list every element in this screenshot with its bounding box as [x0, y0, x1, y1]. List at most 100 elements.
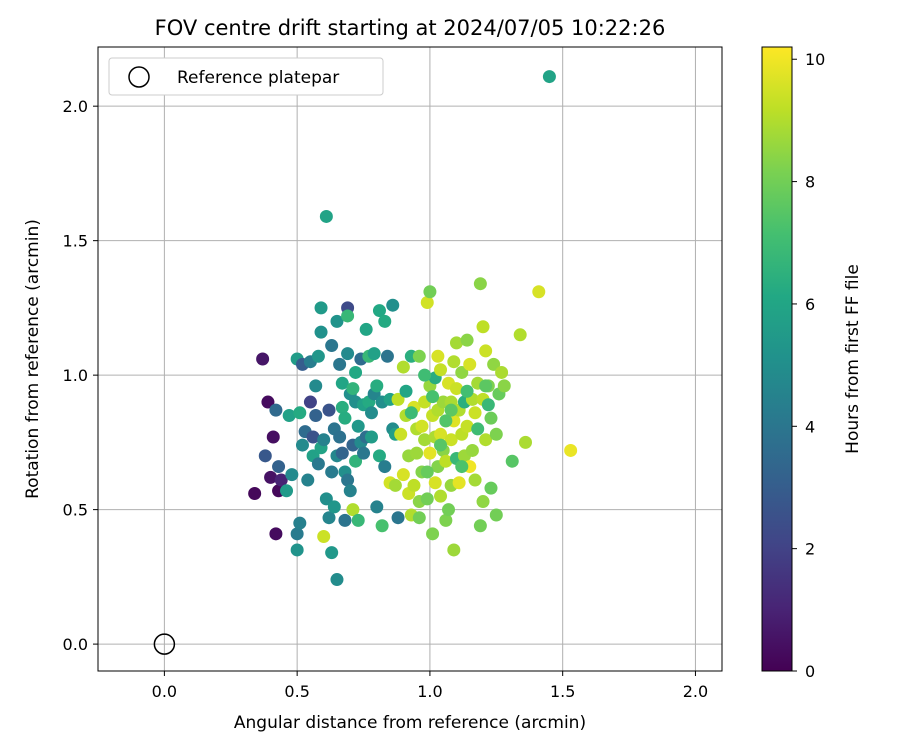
scatter-point: [463, 357, 477, 371]
scatter-point: [349, 365, 363, 379]
scatter-point: [391, 392, 405, 406]
colorbar: 0 2 4 6 8 10 Hours from first FF file: [761, 46, 863, 681]
scatter-point: [455, 460, 469, 474]
x-tick-label: 2.0: [683, 682, 708, 701]
scatter-point: [418, 433, 432, 447]
scatter-point: [420, 465, 434, 479]
scatter-point: [468, 473, 482, 487]
scatter-point: [346, 503, 360, 517]
y-tick-label: 2.0: [63, 97, 88, 116]
scatter-point: [386, 298, 400, 312]
colorbar-gradient: [761, 46, 793, 672]
scatter-point: [497, 379, 511, 393]
scatter-point: [473, 277, 487, 291]
x-tick-label: 1.5: [550, 682, 575, 701]
scatter-point: [333, 430, 347, 444]
scatter-point: [364, 406, 378, 420]
scatter-point: [391, 511, 405, 525]
scatter-point: [476, 495, 490, 509]
colorbar-tick-label: 2: [805, 540, 815, 559]
scatter-point: [370, 379, 384, 393]
scatter-point: [471, 422, 485, 436]
scatter-point: [513, 328, 527, 342]
scatter-point: [351, 513, 365, 527]
scatter-point: [341, 473, 355, 487]
scatter-point: [335, 446, 349, 460]
scatter-point: [489, 427, 503, 441]
scatter-point: [364, 430, 378, 444]
colorbar-tick-label: 0: [805, 662, 815, 681]
scatter-point: [285, 468, 299, 482]
scatter-point: [426, 527, 440, 541]
scatter-point: [455, 365, 469, 379]
legend: Reference platepar: [108, 57, 384, 96]
scatter-point: [484, 411, 498, 425]
scatter-point: [306, 430, 320, 444]
scatter-point: [349, 454, 363, 468]
scatter-point: [274, 473, 288, 487]
scatter-point: [423, 446, 437, 460]
scatter-point: [460, 333, 474, 347]
scatter-point: [378, 314, 392, 328]
scatter-point: [439, 454, 453, 468]
scatter-point: [476, 320, 490, 334]
scatter-point: [479, 344, 493, 358]
scatter-point: [335, 400, 349, 414]
scatter-point: [272, 460, 286, 474]
y-axis-ticks: 0.0 0.5 1.0 1.5 2.0: [63, 97, 98, 654]
scatter-point: [319, 492, 333, 506]
scatter-point: [327, 500, 341, 514]
scatter-point: [261, 395, 275, 409]
scatter-point: [325, 339, 339, 353]
x-axis-ticks: 0.0 0.5 1.0 1.5 2.0: [152, 671, 708, 701]
colorbar-tick-label: 6: [805, 295, 815, 314]
data-points: [248, 70, 578, 587]
scatter-point: [487, 357, 501, 371]
scatter-point: [338, 411, 352, 425]
scatter-point: [404, 406, 418, 420]
scatter-point: [282, 408, 296, 422]
scatter-point: [449, 382, 463, 396]
scatter-point: [452, 476, 466, 490]
scatter-point: [258, 449, 272, 463]
colorbar-label: Hours from first FF file: [843, 264, 863, 454]
scatter-point: [439, 414, 453, 428]
x-tick-label: 0.5: [284, 682, 309, 701]
colorbar-ticks: 0 2 4 6 8 10: [792, 50, 825, 681]
scatter-point: [434, 489, 448, 503]
scatter-point: [341, 347, 355, 361]
scatter-point: [290, 527, 304, 541]
scatter-point: [341, 309, 355, 323]
reference-platepar-point: [153, 633, 176, 655]
scatter-point: [317, 530, 331, 544]
chart-title: FOV centre drift starting at 2024/07/05 …: [155, 16, 666, 40]
scatter-point: [396, 468, 410, 482]
scatter-point: [410, 446, 424, 460]
scatter-point: [338, 513, 352, 527]
scatter-point: [256, 352, 270, 366]
scatter-point: [293, 406, 307, 420]
scatter-point: [447, 543, 461, 557]
scatter-point: [439, 513, 453, 527]
scatter-point: [447, 355, 461, 369]
scatter-point: [489, 508, 503, 522]
scatter-point: [394, 427, 408, 441]
scatter-point: [407, 478, 421, 492]
scatter-point: [330, 314, 344, 328]
scatter-point: [442, 503, 456, 517]
scatter-point: [460, 384, 474, 398]
scatter-point: [505, 454, 519, 468]
colorbar-tick-label: 4: [805, 417, 815, 436]
scatter-point: [322, 511, 336, 525]
scatter-point: [280, 484, 294, 498]
scatter-point: [412, 511, 426, 525]
scatter-point: [495, 365, 509, 379]
scatter-point: [399, 384, 413, 398]
scatter-point: [484, 481, 498, 495]
scatter-point: [431, 349, 445, 363]
scatter-point: [330, 573, 344, 587]
scatter-point: [465, 443, 479, 457]
scatter-point: [314, 325, 328, 339]
scatter-point: [301, 473, 315, 487]
y-axis-label: Rotation from reference (arcmin): [23, 219, 43, 499]
